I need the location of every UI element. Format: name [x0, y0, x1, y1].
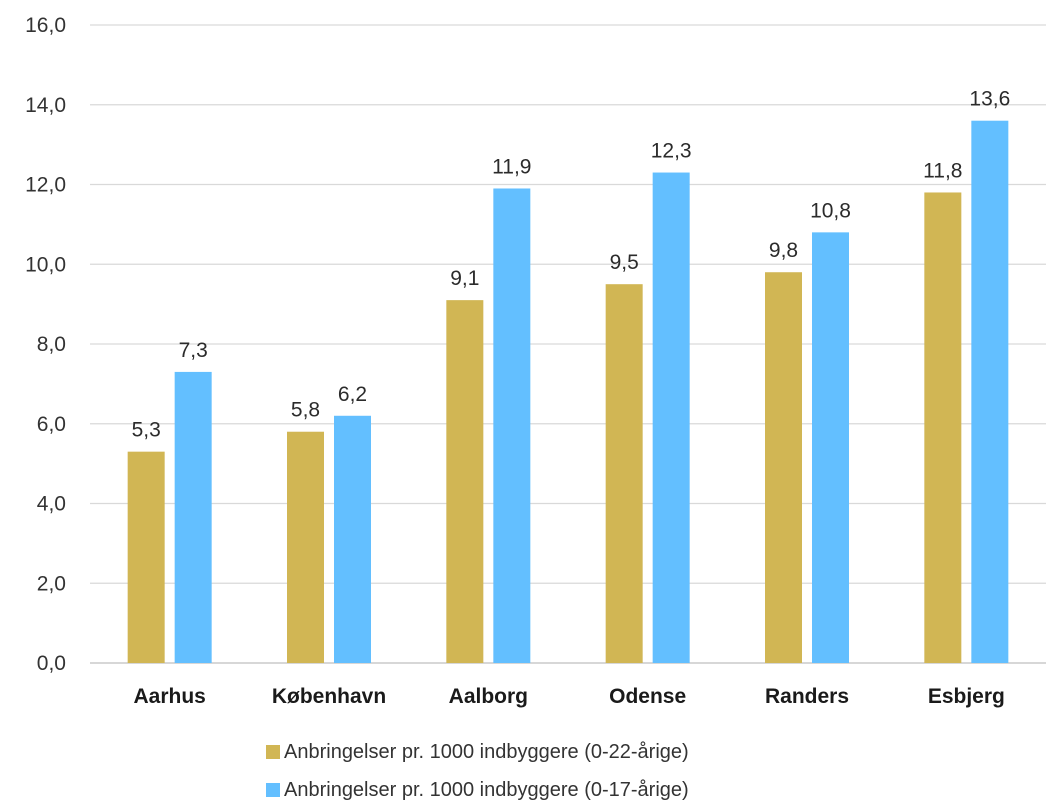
data-label: 9,8 — [769, 239, 798, 262]
x-category-label: Randers — [765, 685, 849, 708]
data-label: 11,9 — [492, 155, 531, 178]
y-tick-label: 6,0 — [37, 413, 66, 436]
y-tick-label: 8,0 — [37, 333, 66, 356]
y-tick-label: 10,0 — [25, 253, 66, 276]
bar-0-22 — [924, 192, 962, 663]
data-label: 9,1 — [450, 267, 479, 290]
bar-0-22 — [446, 300, 484, 663]
bar-0-17 — [174, 371, 212, 663]
y-tick-label: 2,0 — [37, 572, 66, 595]
bar-0-17 — [334, 415, 371, 663]
legend-item-0-22: Anbringelser pr. 1000 indbyggere (0-22-å… — [266, 733, 689, 771]
x-category-label: Esbjerg — [928, 685, 1005, 708]
data-label: 5,3 — [132, 419, 161, 442]
gridlines — [90, 24, 1046, 664]
x-category-label: Odense — [609, 685, 686, 708]
y-tick-label: 16,0 — [25, 14, 66, 37]
bar-0-22 — [287, 431, 324, 663]
bar-0-17 — [493, 188, 531, 664]
data-labels: 5,3 7,3 5,8 6,2 9,1 11,9 9,5 12,3 9,8 10,8 11,8 13,… — [132, 88, 1011, 442]
data-label: 5,8 — [291, 399, 320, 422]
data-label: 13,6 — [969, 88, 1010, 111]
bar-0-22 — [765, 272, 802, 663]
y-axis-ticks: 0,0 2,0 4,0 6,0 8,0 10,0 12,0 14,0 16,0 — [25, 14, 66, 675]
data-label: 12,3 — [651, 140, 692, 163]
data-label: 6,2 — [338, 383, 367, 406]
legend-label-0-22: Anbringelser pr. 1000 indbyggere (0-22-å… — [284, 741, 689, 763]
bars — [127, 120, 1009, 664]
y-tick-label: 4,0 — [37, 493, 66, 516]
data-label: 11,8 — [923, 159, 962, 182]
legend-swatch-0-22 — [266, 745, 280, 759]
x-category-label: Aalborg — [449, 685, 528, 708]
legend-label-0-17: Anbringelser pr. 1000 indbyggere (0-17-å… — [284, 779, 689, 801]
bar-0-17 — [812, 232, 849, 663]
y-tick-label: 12,0 — [25, 174, 66, 197]
data-label: 9,5 — [610, 251, 639, 274]
data-label: 7,3 — [179, 339, 208, 362]
y-tick-label: 0,0 — [37, 652, 66, 675]
bar-0-17 — [971, 120, 1009, 663]
legend-swatch-0-17 — [266, 783, 280, 797]
x-category-label: Aarhus — [133, 685, 205, 708]
bar-0-22 — [127, 451, 165, 663]
y-tick-label: 14,0 — [25, 94, 66, 117]
x-axis-categories: Aarhus København Aalborg Odense Randers Esbje… — [133, 685, 1004, 708]
x-category-label: København — [272, 685, 386, 708]
bar-0-17 — [652, 172, 690, 663]
bar-0-22 — [605, 284, 643, 663]
legend: Anbringelser pr. 1000 indbyggere (0-22-å… — [266, 733, 689, 809]
legend-item-0-17: Anbringelser pr. 1000 indbyggere (0-17-å… — [266, 771, 689, 809]
data-label: 10,8 — [810, 199, 851, 222]
